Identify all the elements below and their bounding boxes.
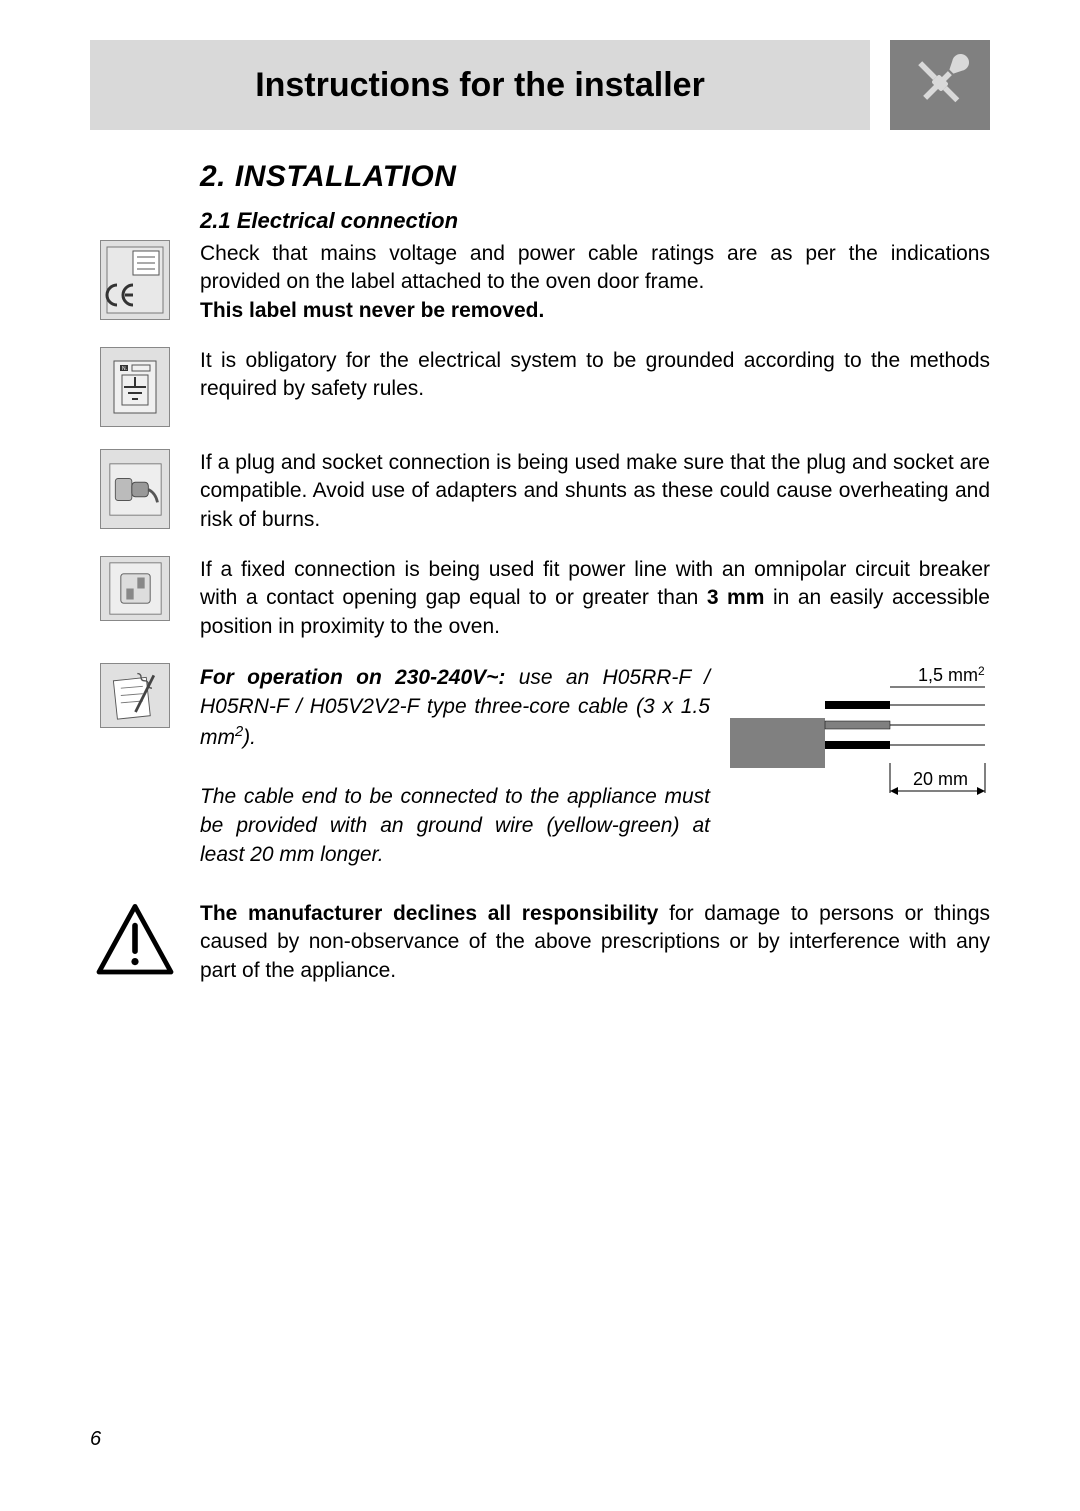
tools-icon <box>905 48 975 123</box>
section-title: INSTALLATION <box>235 160 457 193</box>
icon-cell: N. <box>90 347 180 427</box>
block-warning: The manufacturer declines all responsibi… <box>90 900 990 985</box>
icon-cell <box>90 900 180 980</box>
header-row: Instructions for the installer <box>90 40 990 130</box>
text-warning: The manufacturer declines all responsibi… <box>200 900 990 985</box>
icon-cell <box>90 240 180 320</box>
p6-a: The manufacturer declines all responsibi… <box>200 902 658 925</box>
p4-b: 3 mm <box>707 586 765 609</box>
cable-diagram: 1,5 mm2 20 mm <box>730 663 990 828</box>
subsection-number: 2.1 <box>200 208 231 233</box>
block-cable: For operation on 230-240V~: use an H05RR… <box>90 663 990 870</box>
ce-label-icon <box>100 240 170 320</box>
section-number: 2. <box>200 160 226 193</box>
diagram-label-top: 1,5 mm2 <box>918 664 985 685</box>
diagram-label-bottom: 20 mm <box>913 769 968 789</box>
p2: It is obligatory for the electrical syst… <box>200 349 990 400</box>
p5-d: The cable end to be connected to the app… <box>200 785 710 867</box>
header-title: Instructions for the installer <box>255 66 705 105</box>
block-ground: N. It is obligatory for the electrical s… <box>90 347 990 427</box>
text-ground: It is obligatory for the electrical syst… <box>200 347 990 404</box>
subsection-title: Electrical connection <box>237 208 458 233</box>
ground-icon: N. <box>100 347 170 427</box>
subsection-heading: 2.1 Electrical connection <box>200 208 990 234</box>
plug-icon <box>100 449 170 529</box>
text-cable: For operation on 230-240V~: use an H05RR… <box>200 663 710 870</box>
header-banner: Instructions for the installer <box>90 40 870 130</box>
block-label: Check that mains voltage and power cable… <box>90 240 990 325</box>
note-icon <box>100 663 170 728</box>
p1-a: Check that mains voltage and power cable… <box>200 242 990 293</box>
text-plug: If a plug and socket connection is being… <box>200 449 990 534</box>
block-breaker: If a fixed connection is being used fit … <box>90 556 990 641</box>
p5-c: ). <box>243 726 256 749</box>
p1-b: This label must never be removed. <box>200 299 544 322</box>
p5-a: For operation on 230-240V~: <box>200 666 505 689</box>
text-breaker: If a fixed connection is being used fit … <box>200 556 990 641</box>
section-heading: 2. INSTALLATION <box>200 160 990 194</box>
block-plug: If a plug and socket connection is being… <box>90 449 990 534</box>
icon-cell <box>90 663 180 728</box>
text-label: Check that mains voltage and power cable… <box>200 240 990 325</box>
p3: If a plug and socket connection is being… <box>200 451 990 531</box>
page: Instructions for the installer <box>0 0 1080 1511</box>
svg-text:N.: N. <box>122 366 127 372</box>
page-number: 6 <box>90 1428 101 1451</box>
icon-cell <box>90 449 180 529</box>
header-icon-box <box>890 40 990 130</box>
icon-cell <box>90 556 180 621</box>
breaker-icon <box>100 556 170 621</box>
warning-icon <box>95 900 175 980</box>
